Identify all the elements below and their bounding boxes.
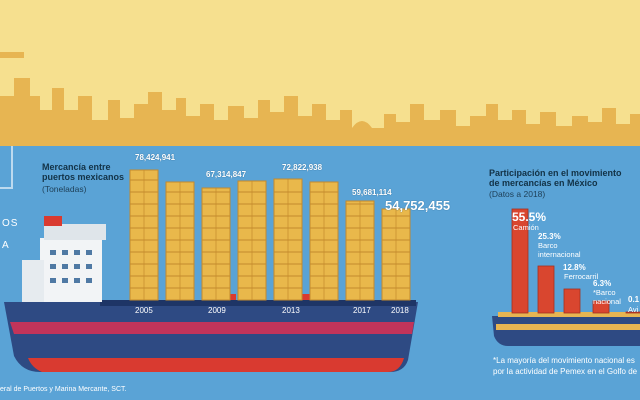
left-chart-subtitle: (Toneladas) xyxy=(42,184,87,194)
share-mode-barco-internacional: Barco internacional xyxy=(538,241,581,259)
value-label-2017: 59,681,114 xyxy=(352,188,392,197)
right-chart-title-line2: de mercancías en México xyxy=(489,178,598,188)
year-label-2017: 2017 xyxy=(353,306,371,315)
frame-line xyxy=(0,146,13,189)
crane-arm xyxy=(0,52,24,58)
share-mode-aviacion: Avi xyxy=(628,305,639,314)
side-text-1: OS xyxy=(2,218,19,229)
year-label-2005: 2005 xyxy=(135,306,153,315)
container-stack-2007 xyxy=(165,181,195,301)
right-ship-deck xyxy=(498,312,640,317)
left-ship-stripe xyxy=(10,322,414,334)
container-stack-2017 xyxy=(345,200,375,301)
container-stack-2015 xyxy=(309,181,339,301)
value-label-2009: 67,314,847 xyxy=(206,170,247,179)
city-skyline xyxy=(0,78,640,146)
share-pct-camion: 55.5% xyxy=(512,210,547,224)
footnote-line1: *La mayoría del movimiento nacional es xyxy=(493,356,635,365)
value-label-2018: 54,752,455 xyxy=(385,198,451,213)
share-bar-2 xyxy=(563,288,581,314)
left-ship-deck-band xyxy=(100,300,416,306)
share-pct-aviacion: 0.1 xyxy=(628,295,640,304)
share-bar-1 xyxy=(537,265,555,314)
left-ship-windows xyxy=(50,250,92,283)
container-stack-2018 xyxy=(381,208,411,301)
year-label-2018: 2018 xyxy=(391,306,409,315)
share-bar-0 xyxy=(511,208,529,314)
value-label-2005: 78,424,941 xyxy=(135,153,176,162)
source-credit: eral de Puertos y Marina Mercante, SCT. xyxy=(0,386,127,393)
share-pct-barco-nacional: 6.3% xyxy=(593,279,612,288)
left-ship-hull xyxy=(4,302,418,372)
left-chart-title-line2: puertos mexicanos xyxy=(42,172,125,182)
container-stack-2013 xyxy=(273,178,303,301)
left-ship-bottom xyxy=(28,358,404,372)
right-chart-title-line1: Participación en el movimiento xyxy=(489,168,622,178)
right-chart-subtitle: (Datos a 2018) xyxy=(489,189,546,199)
left-chart-title-line1: Mercancía entre xyxy=(42,162,111,172)
left-container-stacks xyxy=(129,169,411,301)
share-mode-ferrocarril: Ferrocarril xyxy=(564,272,599,281)
container-stack-2011 xyxy=(237,180,267,301)
year-label-2009: 2009 xyxy=(208,306,226,315)
share-mode-barco-nacional: *Barco nacional xyxy=(593,288,621,306)
right-ship-hull xyxy=(492,316,640,346)
container-stack-2005 xyxy=(129,169,159,301)
container-stack-2009 xyxy=(201,187,231,301)
left-ship-bridge xyxy=(40,238,102,302)
left-ship-rear xyxy=(22,260,44,302)
left-ship-bridge-roof xyxy=(44,224,106,240)
share-mode-camion: Camión xyxy=(513,223,539,232)
footnote-line2: por la actividad de Pemex en el Golfo de xyxy=(493,367,638,376)
right-ship-stripe xyxy=(496,324,640,330)
left-ship-funnel xyxy=(44,216,62,226)
share-bar-3 xyxy=(592,300,610,314)
share-pct-barco-internacional: 25.3% xyxy=(538,232,561,241)
share-bar-4 xyxy=(625,311,640,314)
year-label-2013: 2013 xyxy=(282,306,300,315)
share-pct-ferrocarril: 12.8% xyxy=(563,263,586,272)
right-bar-series xyxy=(511,208,640,314)
value-label-2013: 72,822,938 xyxy=(282,163,323,172)
side-text-2: A xyxy=(2,240,10,251)
